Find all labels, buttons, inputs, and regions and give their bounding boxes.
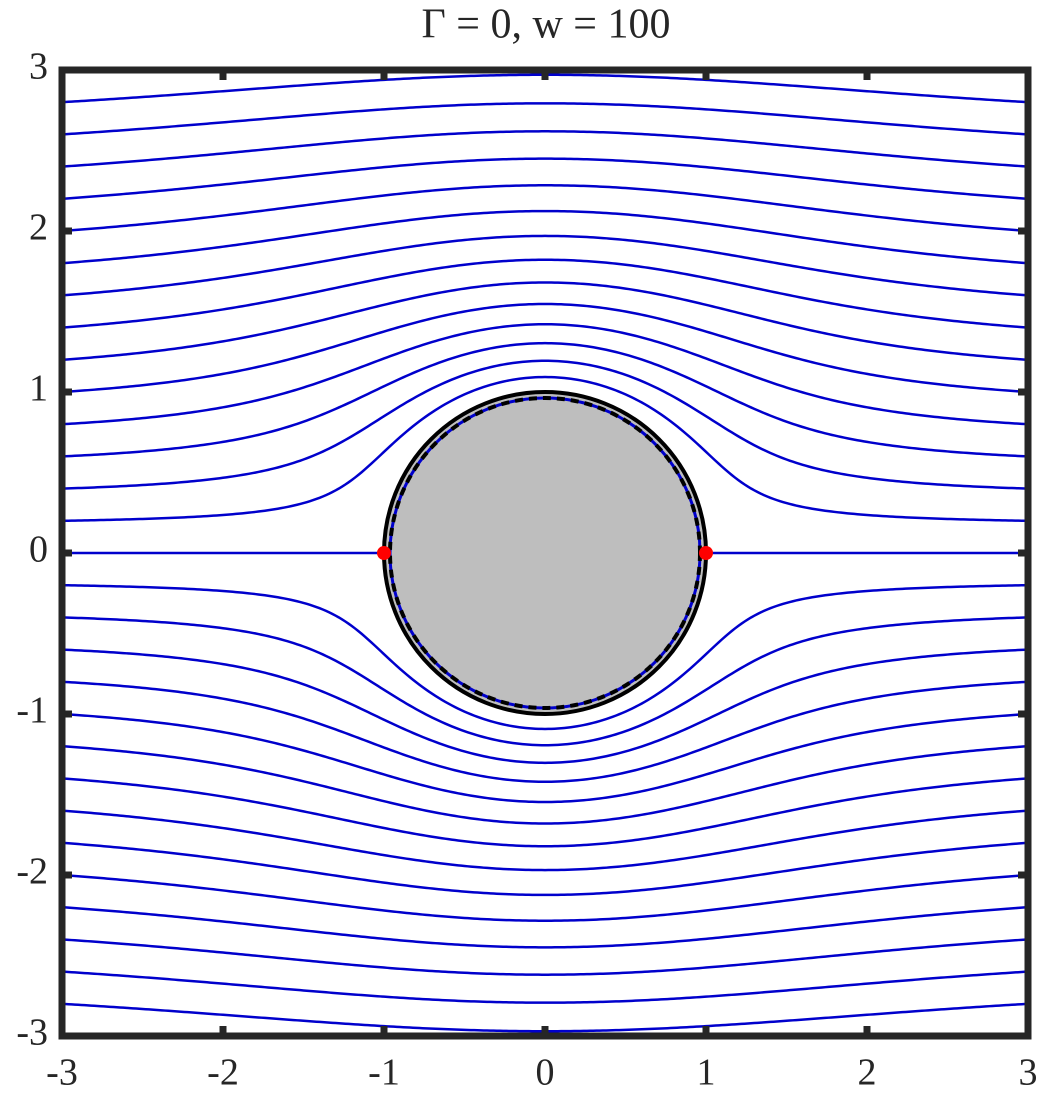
chart-title: Γ = 0, w = 100 bbox=[422, 2, 671, 48]
streamline bbox=[61, 234, 1029, 297]
streamline bbox=[61, 777, 1029, 848]
y-tick-label: 0 bbox=[29, 529, 48, 571]
streamline bbox=[61, 905, 1029, 949]
streamline bbox=[61, 322, 1029, 426]
streamline bbox=[61, 938, 1029, 976]
y-tick-label: -1 bbox=[16, 690, 48, 732]
streamline bbox=[61, 184, 1029, 233]
x-tick-label: 1 bbox=[697, 1052, 716, 1094]
x-tick-label: -1 bbox=[368, 1052, 400, 1094]
streamline bbox=[61, 873, 1029, 922]
streamline bbox=[61, 583, 1029, 731]
streamline bbox=[61, 970, 1029, 1004]
x-tick-label: -3 bbox=[46, 1052, 78, 1094]
streamline bbox=[61, 209, 1029, 265]
y-tick-label: -2 bbox=[16, 851, 48, 893]
streamline bbox=[61, 302, 1029, 394]
streamline bbox=[61, 341, 1029, 458]
stagnation-point bbox=[699, 546, 713, 560]
cylinder bbox=[382, 390, 708, 716]
x-tick-label: 2 bbox=[858, 1052, 877, 1094]
streamline bbox=[61, 130, 1029, 168]
streamline bbox=[61, 102, 1029, 136]
streamline bbox=[61, 616, 1029, 747]
streamline bbox=[61, 744, 1029, 825]
x-tick-label: -2 bbox=[207, 1052, 239, 1094]
stagnation-point bbox=[377, 546, 391, 560]
streamline bbox=[61, 809, 1029, 872]
y-tick-label: 2 bbox=[29, 207, 48, 249]
streamline bbox=[61, 375, 1029, 523]
streamline bbox=[61, 359, 1029, 490]
streamline bbox=[61, 258, 1029, 329]
streamline bbox=[61, 157, 1029, 201]
y-tick-label: 1 bbox=[29, 368, 48, 410]
streamline bbox=[61, 712, 1029, 804]
streamline bbox=[61, 680, 1029, 784]
y-tick-label: 3 bbox=[29, 46, 48, 88]
streamline bbox=[61, 648, 1029, 765]
x-tick-label: 3 bbox=[1019, 1052, 1038, 1094]
streamline bbox=[61, 281, 1029, 362]
y-tick-label: -3 bbox=[16, 1012, 48, 1054]
x-tick-label: 0 bbox=[536, 1052, 555, 1094]
streamline bbox=[61, 841, 1029, 897]
